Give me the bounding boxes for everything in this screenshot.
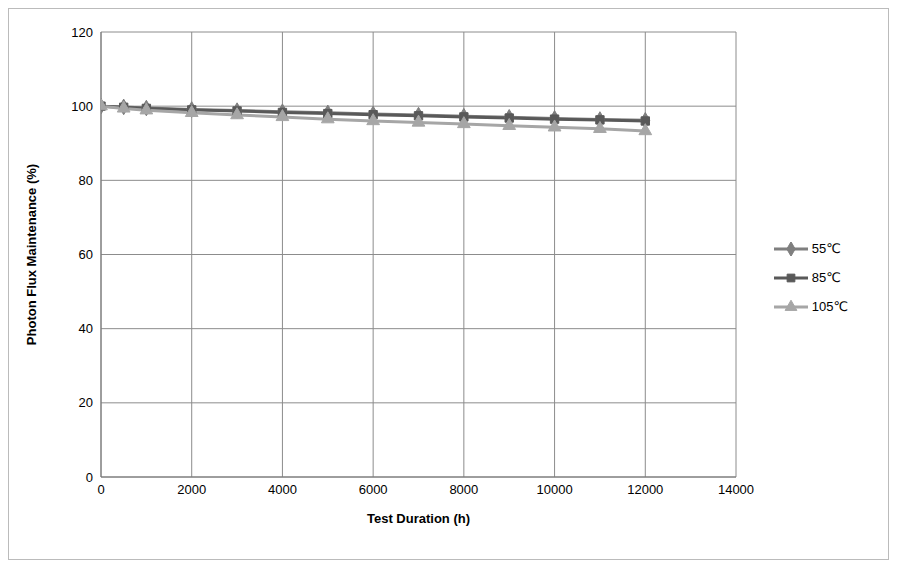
svg-text:0: 0: [97, 482, 104, 497]
svg-text:4000: 4000: [268, 482, 297, 497]
svg-text:40: 40: [79, 321, 93, 336]
svg-text:80: 80: [79, 173, 93, 188]
svg-text:Photon Flux Maintenance (%): Photon Flux Maintenance (%): [24, 164, 39, 345]
svg-text:0: 0: [86, 470, 93, 485]
svg-text:Test Duration (h): Test Duration (h): [367, 511, 470, 526]
svg-text:6000: 6000: [359, 482, 388, 497]
svg-text:120: 120: [71, 25, 93, 40]
svg-text:8000: 8000: [449, 482, 478, 497]
html-text:105℃: 105℃: [811, 299, 848, 314]
svg-text:10000: 10000: [536, 482, 572, 497]
svg-text:60: 60: [79, 247, 93, 262]
svg-text:2000: 2000: [177, 482, 206, 497]
svg-text:100: 100: [71, 99, 93, 114]
svg-text:12000: 12000: [627, 482, 663, 497]
html-text:85℃: 85℃: [811, 270, 841, 285]
html-text:55℃: 55℃: [811, 241, 841, 256]
svg-text:14000: 14000: [718, 482, 754, 497]
svg-text:20: 20: [79, 395, 93, 410]
